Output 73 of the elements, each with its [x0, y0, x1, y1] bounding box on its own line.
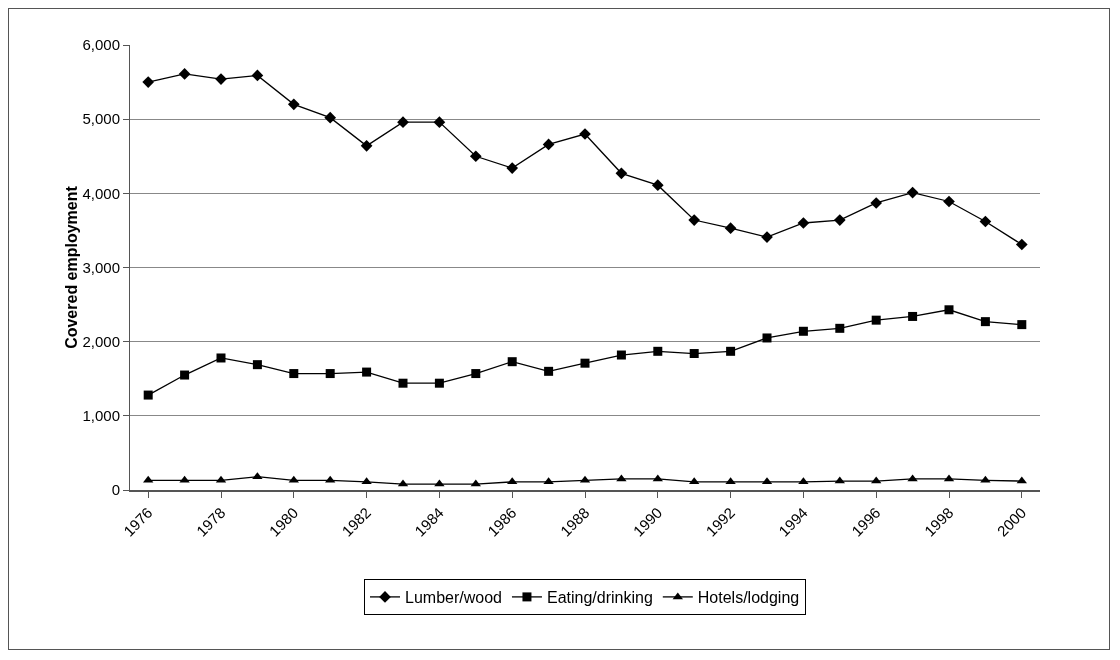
- legend-label: Lumber/wood: [405, 589, 502, 607]
- legend-label: Eating/drinking: [546, 589, 653, 607]
- point: [325, 475, 336, 483]
- point: [689, 477, 700, 485]
- point: [906, 186, 919, 199]
- point: [653, 346, 663, 356]
- point: [1017, 320, 1027, 330]
- point: [979, 215, 992, 228]
- point: [288, 475, 299, 483]
- y-tick-label: 0: [111, 481, 120, 499]
- point: [143, 390, 153, 400]
- point: [289, 369, 299, 379]
- point: [652, 474, 663, 482]
- point: [980, 475, 991, 483]
- point: [543, 477, 554, 485]
- y-tick-label: 5,000: [82, 110, 120, 128]
- point: [726, 346, 736, 356]
- point: [580, 358, 590, 368]
- point: [142, 76, 155, 88]
- point: [651, 179, 664, 192]
- point: [471, 369, 481, 379]
- y-axis-title: Covered employment: [63, 185, 81, 349]
- point: [507, 357, 517, 367]
- point: [252, 360, 262, 370]
- point: [216, 353, 226, 363]
- point: [544, 366, 554, 376]
- point: [908, 311, 918, 321]
- point: [180, 370, 190, 380]
- point: [798, 326, 808, 336]
- point: [324, 111, 337, 124]
- point: [871, 315, 881, 325]
- point: [542, 138, 555, 151]
- legend-label: Hotels/lodging: [697, 589, 800, 607]
- y-tick-label: 1,000: [82, 407, 120, 425]
- y-tick-label: 2,000: [82, 332, 120, 350]
- point: [688, 214, 701, 226]
- point: [325, 369, 335, 379]
- point: [287, 98, 300, 111]
- point: [980, 317, 990, 327]
- point: [762, 333, 772, 343]
- point: [835, 323, 845, 333]
- point: [361, 477, 372, 485]
- point: [871, 476, 882, 484]
- point: [689, 349, 699, 359]
- point: [469, 150, 482, 163]
- point: [178, 68, 191, 80]
- point: [944, 305, 954, 315]
- point: [943, 195, 955, 208]
- point: [506, 162, 519, 174]
- y-tick-label: 4,000: [82, 184, 120, 202]
- point: [724, 222, 737, 235]
- y-tick-label: 6,000: [82, 36, 120, 54]
- y-tick-label: 3,000: [82, 258, 120, 276]
- point: [725, 477, 736, 485]
- point: [398, 378, 408, 388]
- point: [507, 477, 518, 485]
- point: [470, 479, 481, 487]
- point: [833, 214, 846, 226]
- point: [179, 475, 190, 483]
- point: [797, 217, 810, 229]
- point: [433, 116, 446, 128]
- point: [434, 378, 444, 388]
- point: [616, 350, 626, 360]
- point: [616, 474, 627, 482]
- point: [251, 69, 264, 82]
- point: [870, 197, 883, 209]
- point: [798, 477, 809, 485]
- point: [615, 167, 628, 180]
- point: [143, 475, 154, 483]
- point: [1015, 238, 1028, 251]
- point: [907, 474, 918, 482]
- point: [362, 367, 372, 377]
- point: [360, 140, 373, 152]
